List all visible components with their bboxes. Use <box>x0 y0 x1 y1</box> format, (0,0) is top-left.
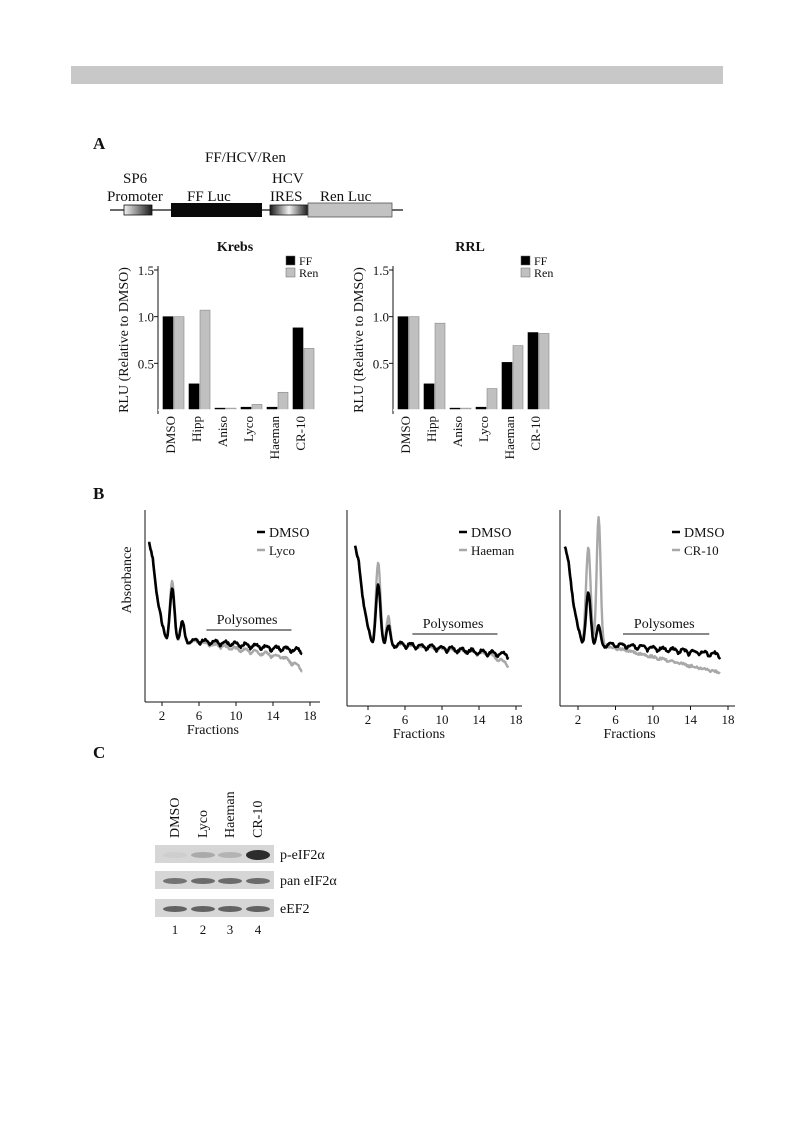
blot-band <box>191 852 215 858</box>
blot-band <box>246 850 270 860</box>
blot-band <box>163 852 187 858</box>
blot-row-label: eEF2 <box>280 902 310 917</box>
lane-number: 4 <box>255 922 262 937</box>
blot-band <box>246 906 270 912</box>
blot-row-label: pan eIF2α <box>280 874 337 889</box>
blot-panel: DMSO Lyco Haeman CR-10 p-eIF2α pan eIF2α eEF2 1… <box>155 791 337 937</box>
blot-band <box>246 878 270 884</box>
blot-band <box>163 878 187 884</box>
lane-number: 1 <box>172 922 179 937</box>
blot-band <box>191 906 215 912</box>
lane-number: 3 <box>227 922 234 937</box>
blot-band <box>218 878 242 884</box>
blot-band <box>218 852 242 858</box>
lane-label: Haeman <box>223 791 238 838</box>
blot-row-label: p-eIF2α <box>280 848 325 863</box>
lane-number: 2 <box>200 922 207 937</box>
lane-label: Lyco <box>196 810 211 838</box>
blot-band <box>191 878 215 884</box>
lane-label: CR-10 <box>251 801 266 838</box>
lane-label: DMSO <box>168 798 183 838</box>
blot-band <box>218 906 242 912</box>
blot-band <box>163 906 187 912</box>
